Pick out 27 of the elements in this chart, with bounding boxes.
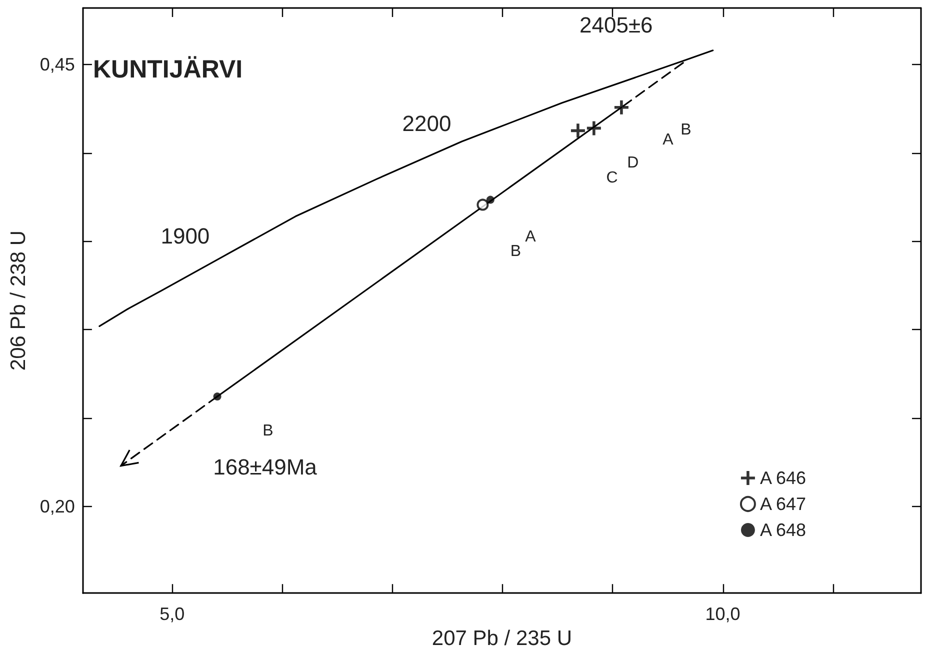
annotation: 1900 bbox=[160, 224, 210, 249]
annotation: B bbox=[510, 243, 522, 260]
y-tick-label: 0,45 bbox=[40, 54, 75, 75]
point bbox=[486, 196, 494, 204]
text: KUNTIJÄRVI bbox=[93, 56, 243, 84]
point bbox=[213, 392, 222, 401]
x-axis-title: 207 Pb / 235 U bbox=[432, 627, 572, 650]
y-tick-label: 0,20 bbox=[40, 496, 75, 516]
point bbox=[586, 121, 601, 136]
annotation: A bbox=[525, 228, 536, 246]
y-axis-title: 206 Pb / 238 U bbox=[7, 230, 30, 371]
annotation: 168±49Ma bbox=[213, 454, 318, 480]
x-tick-label: 5,0 bbox=[160, 604, 185, 624]
x-tick-label: 10,0 bbox=[705, 604, 740, 624]
point bbox=[476, 198, 489, 211]
annotation: C bbox=[606, 170, 618, 186]
annotation: 2200 bbox=[402, 110, 452, 136]
point bbox=[570, 124, 585, 138]
annotation: B bbox=[262, 422, 274, 440]
legend-label: A 647 bbox=[760, 494, 806, 514]
annotation: D bbox=[627, 154, 639, 172]
annotation: 2405±6 bbox=[579, 12, 653, 38]
annotation: B bbox=[680, 122, 692, 138]
legend-label: A 648 bbox=[760, 520, 806, 540]
legend-label: A 646 bbox=[760, 468, 806, 488]
annotation: A bbox=[662, 132, 674, 148]
point bbox=[614, 100, 628, 114]
